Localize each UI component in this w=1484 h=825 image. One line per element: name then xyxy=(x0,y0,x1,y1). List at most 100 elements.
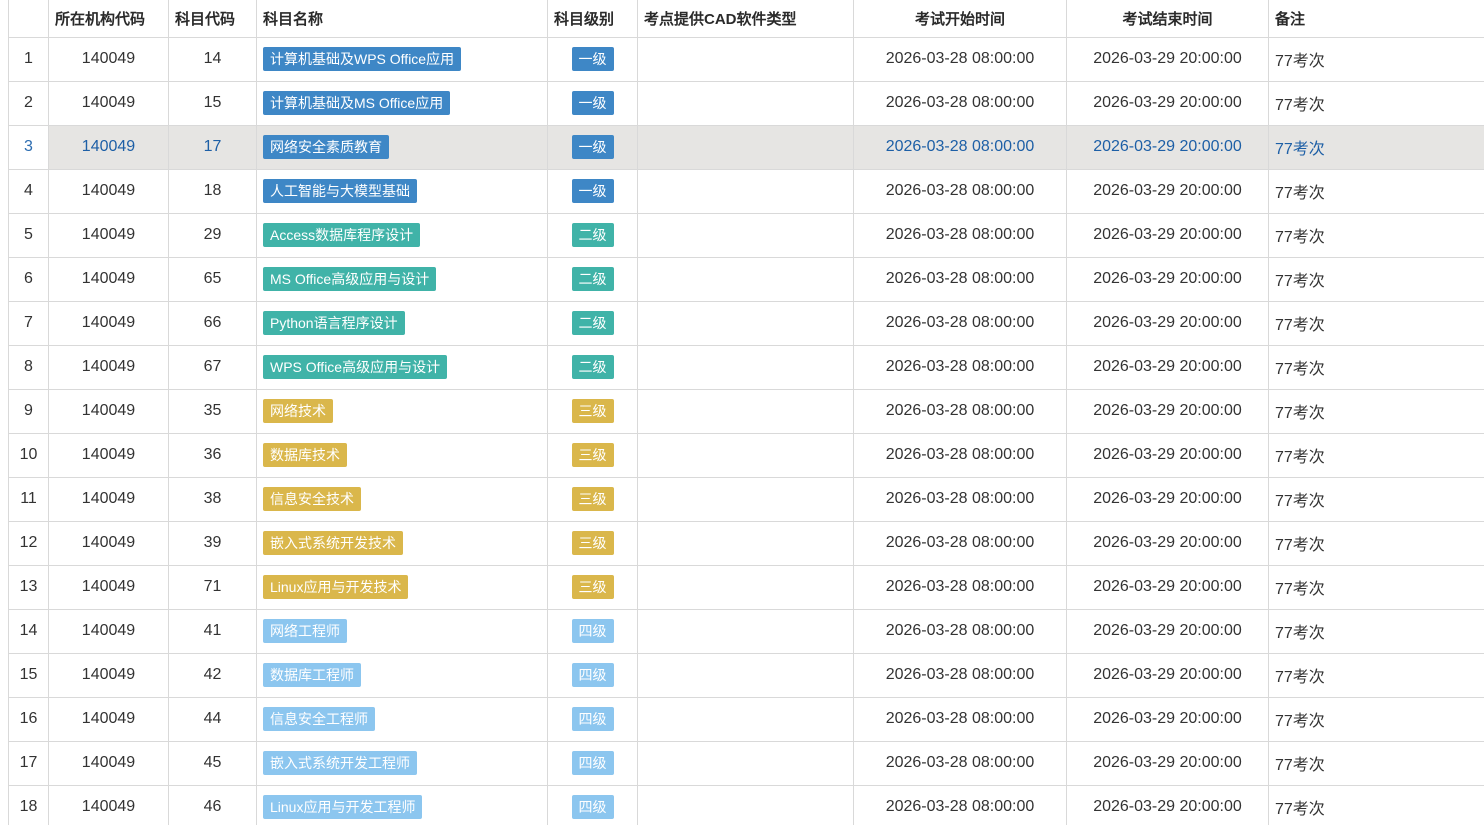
org-code-cell: 140049 xyxy=(49,125,169,169)
org-code-cell: 140049 xyxy=(49,433,169,477)
exam-subjects-table-wrap: 所在机构代码科目代码科目名称科目级别考点提供CAD软件类型考试开始时间考试结束时… xyxy=(0,0,1484,825)
org-code-cell: 140049 xyxy=(49,477,169,521)
row-number-cell: 3 xyxy=(9,125,49,169)
column-header-remark: 备注 xyxy=(1269,0,1484,37)
table-body: 114004914计算机基础及WPS Office应用一级2026-03-28 … xyxy=(9,37,1484,825)
start-time-cell: 2026-03-28 08:00:00 xyxy=(854,565,1067,609)
cad-type-cell xyxy=(638,785,854,825)
remark-cell: 77考次 xyxy=(1269,257,1484,301)
row-number-cell: 9 xyxy=(9,389,49,433)
org-code-cell: 140049 xyxy=(49,389,169,433)
table-row[interactable]: 114004914计算机基础及WPS Office应用一级2026-03-28 … xyxy=(9,37,1484,81)
table-row[interactable]: 614004965MS Office高级应用与设计二级2026-03-28 08… xyxy=(9,257,1484,301)
column-header-subject_code: 科目代码 xyxy=(169,0,257,37)
end-time-cell: 2026-03-29 20:00:00 xyxy=(1067,521,1269,565)
exam-subjects-page: 所在机构代码科目代码科目名称科目级别考点提供CAD软件类型考试开始时间考试结束时… xyxy=(0,0,1484,825)
remark-cell: 77考次 xyxy=(1269,345,1484,389)
table-row[interactable]: 814004967WPS Office高级应用与设计二级2026-03-28 0… xyxy=(9,345,1484,389)
table-row[interactable]: 1514004942数据库工程师四级2026-03-28 08:00:00202… xyxy=(9,653,1484,697)
subject-name-badge: Linux应用与开发技术 xyxy=(263,575,408,599)
table-row[interactable]: 1814004946Linux应用与开发工程师四级2026-03-28 08:0… xyxy=(9,785,1484,825)
subject-level-cell: 三级 xyxy=(548,521,638,565)
subject-name-cell: 人工智能与大模型基础 xyxy=(257,169,548,213)
subject-level-cell: 一级 xyxy=(548,81,638,125)
subject-level-badge: 一级 xyxy=(572,135,614,159)
subject-name-badge: MS Office高级应用与设计 xyxy=(263,267,436,291)
table-row[interactable]: 414004918人工智能与大模型基础一级2026-03-28 08:00:00… xyxy=(9,169,1484,213)
remark-cell: 77考次 xyxy=(1269,81,1484,125)
start-time-cell: 2026-03-28 08:00:00 xyxy=(854,477,1067,521)
row-number-cell: 14 xyxy=(9,609,49,653)
table-row[interactable]: 514004929Access数据库程序设计二级2026-03-28 08:00… xyxy=(9,213,1484,257)
subject-name-badge: 网络工程师 xyxy=(263,619,347,643)
subject-level-badge: 二级 xyxy=(572,267,614,291)
column-header-end_time: 考试结束时间 xyxy=(1067,0,1269,37)
table-row[interactable]: 1314004971Linux应用与开发技术三级2026-03-28 08:00… xyxy=(9,565,1484,609)
subject-level-cell: 四级 xyxy=(548,741,638,785)
subject-name-badge: 人工智能与大模型基础 xyxy=(263,179,417,203)
subject-name-cell: 计算机基础及MS Office应用 xyxy=(257,81,548,125)
subject-level-badge: 二级 xyxy=(572,311,614,335)
org-code-cell: 140049 xyxy=(49,521,169,565)
subject-level-cell: 三级 xyxy=(548,477,638,521)
start-time-cell: 2026-03-28 08:00:00 xyxy=(854,125,1067,169)
table-row[interactable]: 914004935网络技术三级2026-03-28 08:00:002026-0… xyxy=(9,389,1484,433)
subject-level-badge: 三级 xyxy=(572,531,614,555)
org-code-cell: 140049 xyxy=(49,169,169,213)
subject-level-cell: 四级 xyxy=(548,653,638,697)
table-row[interactable]: 1214004939嵌入式系统开发技术三级2026-03-28 08:00:00… xyxy=(9,521,1484,565)
subject-name-cell: 网络安全素质教育 xyxy=(257,125,548,169)
end-time-cell: 2026-03-29 20:00:00 xyxy=(1067,609,1269,653)
cad-type-cell xyxy=(638,213,854,257)
end-time-cell: 2026-03-29 20:00:00 xyxy=(1067,697,1269,741)
org-code-cell: 140049 xyxy=(49,257,169,301)
subject-level-badge: 四级 xyxy=(572,707,614,731)
table-row[interactable]: 214004915计算机基础及MS Office应用一级2026-03-28 0… xyxy=(9,81,1484,125)
end-time-cell: 2026-03-29 20:00:00 xyxy=(1067,213,1269,257)
remark-cell: 77考次 xyxy=(1269,785,1484,825)
table-row[interactable]: 714004966Python语言程序设计二级2026-03-28 08:00:… xyxy=(9,301,1484,345)
org-code-cell: 140049 xyxy=(49,609,169,653)
subject-name-badge: 网络安全素质教育 xyxy=(263,135,389,159)
org-code-cell: 140049 xyxy=(49,653,169,697)
cad-type-cell xyxy=(638,653,854,697)
subject-level-badge: 四级 xyxy=(572,751,614,775)
remark-cell: 77考次 xyxy=(1269,301,1484,345)
end-time-cell: 2026-03-29 20:00:00 xyxy=(1067,785,1269,825)
cad-type-cell xyxy=(638,433,854,477)
start-time-cell: 2026-03-28 08:00:00 xyxy=(854,741,1067,785)
table-row[interactable]: 314004917网络安全素质教育一级2026-03-28 08:00:0020… xyxy=(9,125,1484,169)
subject-name-badge: 数据库工程师 xyxy=(263,663,361,687)
subject-code-cell: 38 xyxy=(169,477,257,521)
subject-name-badge: 计算机基础及WPS Office应用 xyxy=(263,47,461,71)
table-row[interactable]: 1714004945嵌入式系统开发工程师四级2026-03-28 08:00:0… xyxy=(9,741,1484,785)
remark-cell: 77考次 xyxy=(1269,697,1484,741)
subject-name-cell: MS Office高级应用与设计 xyxy=(257,257,548,301)
subject-code-cell: 41 xyxy=(169,609,257,653)
org-code-cell: 140049 xyxy=(49,301,169,345)
subject-level-badge: 三级 xyxy=(572,487,614,511)
row-number-cell: 16 xyxy=(9,697,49,741)
remark-cell: 77考次 xyxy=(1269,477,1484,521)
subject-name-badge: 计算机基础及MS Office应用 xyxy=(263,91,450,115)
row-number-cell: 7 xyxy=(9,301,49,345)
subject-name-cell: 信息安全工程师 xyxy=(257,697,548,741)
column-header-start_time: 考试开始时间 xyxy=(854,0,1067,37)
cad-type-cell xyxy=(638,169,854,213)
table-row[interactable]: 1014004936数据库技术三级2026-03-28 08:00:002026… xyxy=(9,433,1484,477)
start-time-cell: 2026-03-28 08:00:00 xyxy=(854,257,1067,301)
table-row[interactable]: 1614004944信息安全工程师四级2026-03-28 08:00:0020… xyxy=(9,697,1484,741)
subject-level-cell: 二级 xyxy=(548,257,638,301)
row-number-cell: 4 xyxy=(9,169,49,213)
subject-level-cell: 二级 xyxy=(548,301,638,345)
subject-level-cell: 一级 xyxy=(548,125,638,169)
column-header-index xyxy=(9,0,49,37)
end-time-cell: 2026-03-29 20:00:00 xyxy=(1067,653,1269,697)
remark-cell: 77考次 xyxy=(1269,37,1484,81)
subject-level-badge: 二级 xyxy=(572,355,614,379)
subject-code-cell: 14 xyxy=(169,37,257,81)
table-row[interactable]: 1114004938信息安全技术三级2026-03-28 08:00:00202… xyxy=(9,477,1484,521)
cad-type-cell xyxy=(638,521,854,565)
table-row[interactable]: 1414004941网络工程师四级2026-03-28 08:00:002026… xyxy=(9,609,1484,653)
org-code-cell: 140049 xyxy=(49,741,169,785)
